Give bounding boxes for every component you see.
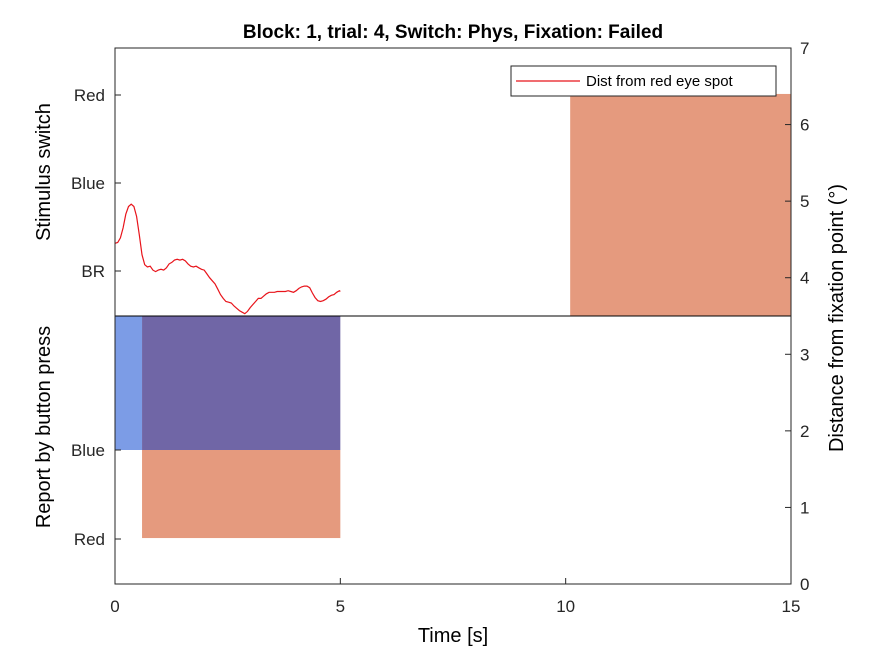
left-upper-axis-label: Stimulus switch (33, 103, 55, 241)
left-upper-tick-label: Red (74, 86, 105, 105)
plot-area (114, 47, 792, 585)
right-y-tick-label: 5 (800, 192, 809, 211)
right-y-tick-label: 1 (800, 498, 809, 517)
x-tick-label: 10 (556, 597, 575, 616)
report-overlap-patch (142, 316, 341, 450)
legend-label: Dist from red eye spot (586, 73, 734, 90)
right-axis-label: Distance from fixation point (°) (826, 184, 848, 452)
left-upper-tick-label: Blue (71, 174, 105, 193)
x-tick-label: 5 (336, 597, 345, 616)
right-y-tick-label: 3 (800, 345, 809, 364)
right-y-tick-label: 6 (800, 116, 809, 135)
x-axis-label: Time [s] (418, 625, 488, 647)
right-y-tick-label: 2 (800, 422, 809, 441)
left-lower-tick-label: Blue (71, 441, 105, 460)
right-y-tick-label: 4 (800, 269, 809, 288)
left-lower-tick-label: Red (74, 530, 105, 549)
series-line-dist-from-red-eye-spot (114, 203, 341, 315)
x-tick-label: 15 (782, 597, 801, 616)
report-blue-patch (115, 316, 143, 450)
stimulus-red-patch (570, 93, 791, 316)
patches-layer (115, 93, 791, 539)
ticks-layer: 0 5 10 15 0 1 2 3 4 5 6 7 Red Blue BR Blue Red (71, 39, 810, 616)
right-y-tick-label: 0 (800, 575, 809, 594)
right-y-tick-label: 7 (800, 39, 809, 58)
chart-title: Block: 1, trial: 4, Switch: Phys, Fixati… (243, 22, 663, 43)
report-red-patch (142, 450, 341, 539)
x-tick-label: 0 (110, 597, 119, 616)
left-lower-axis-label: Report by button press (33, 326, 55, 528)
left-upper-tick-label: BR (81, 262, 105, 281)
legend[interactable]: Dist from red eye spot (510, 65, 777, 97)
